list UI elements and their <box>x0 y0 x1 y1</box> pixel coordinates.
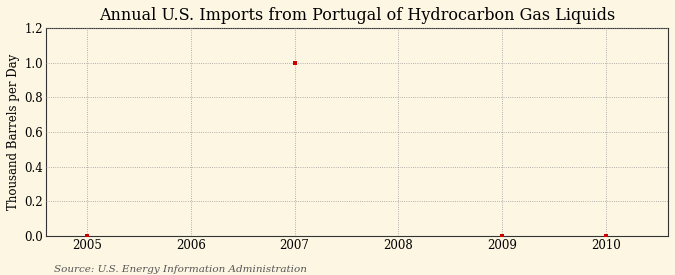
Text: Source: U.S. Energy Information Administration: Source: U.S. Energy Information Administ… <box>54 265 307 274</box>
Y-axis label: Thousand Barrels per Day: Thousand Barrels per Day <box>7 54 20 210</box>
Title: Annual U.S. Imports from Portugal of Hydrocarbon Gas Liquids: Annual U.S. Imports from Portugal of Hyd… <box>99 7 615 24</box>
